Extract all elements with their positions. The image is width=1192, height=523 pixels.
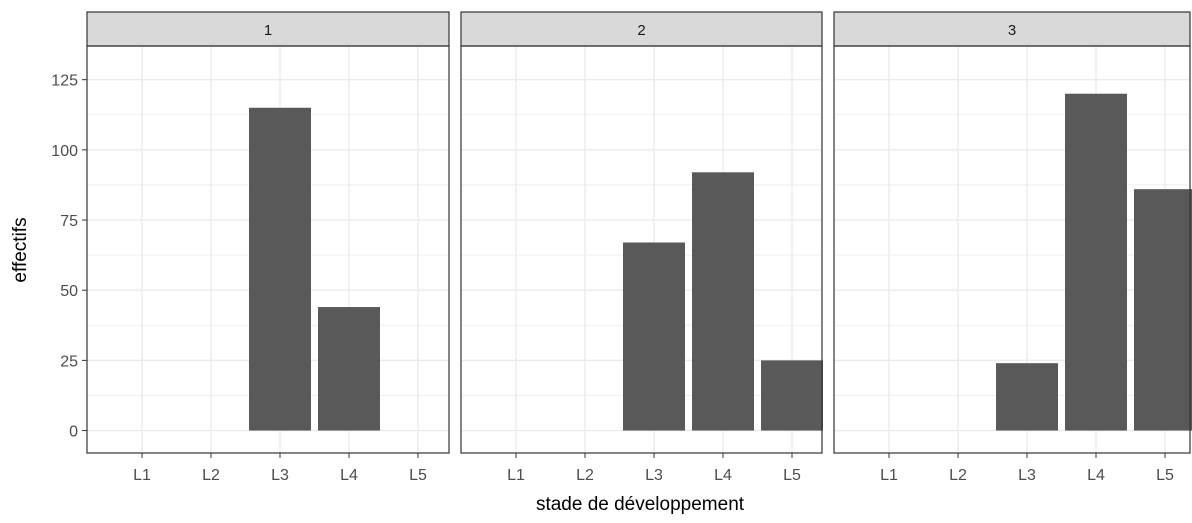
panel-border	[86, 45, 450, 454]
x-tick-label: L3	[1018, 467, 1036, 484]
facet-panel-2: 2 L1 L2 L3 L4 L5	[460, 11, 823, 484]
y-tick-label: 125	[51, 73, 78, 90]
bar-L3	[249, 107, 311, 431]
y-tick-label: 25	[60, 353, 78, 370]
x-tick-label: L5	[783, 467, 801, 484]
y-tick-label: 100	[51, 143, 78, 160]
facet-strip	[833, 11, 1191, 47]
x-tick-label: L2	[576, 467, 594, 484]
x-tick-label: L1	[133, 467, 151, 484]
x-tick-label: L4	[1087, 467, 1105, 484]
bar-L3	[623, 242, 685, 431]
bar-L4	[692, 172, 754, 431]
x-tick-label: L2	[202, 467, 220, 484]
y-axis-title: effectifs	[10, 217, 31, 282]
facet-panel-3: 3 L1 L2 L3 L4 L5	[833, 11, 1192, 484]
panel-border	[833, 45, 1191, 454]
y-axis: 0 25 50 75 100 125	[51, 73, 87, 441]
facet-strip-label: 3	[1008, 22, 1016, 39]
x-tick-label: L5	[1156, 467, 1174, 484]
facet-panel-1: 1 L1 L2 L3 L4 L5	[86, 11, 450, 484]
y-tick-label: 50	[60, 283, 78, 300]
x-tick-label: L2	[949, 467, 967, 484]
facet-strip-label: 2	[637, 22, 645, 39]
x-tick-label: L1	[880, 467, 898, 484]
x-tick-label: L1	[507, 467, 525, 484]
bar-L4	[318, 307, 380, 431]
y-tick-label: 0	[69, 424, 78, 441]
x-tick-label: L4	[714, 467, 732, 484]
y-tick-label: 75	[60, 213, 78, 230]
panel-border	[460, 45, 823, 454]
bar-L3	[996, 363, 1058, 431]
x-tick-label: L3	[271, 467, 289, 484]
facet-strip-label: 1	[264, 22, 272, 39]
bar-L5	[761, 360, 823, 431]
facet-strip	[460, 11, 823, 47]
x-tick-label: L4	[340, 467, 358, 484]
x-axis-title: stade de développement	[536, 494, 745, 515]
facet-panels: 1 L1 L2 L3 L4 L5 2 L1 L2 L3 L4 L5 3 L1 L2 L3 L4 L5	[86, 11, 1192, 484]
bar-L4	[1065, 93, 1127, 431]
facet-strip	[86, 11, 450, 47]
x-tick-label: L5	[409, 467, 427, 484]
bar-L5	[1134, 189, 1192, 431]
x-tick-label: L3	[645, 467, 663, 484]
